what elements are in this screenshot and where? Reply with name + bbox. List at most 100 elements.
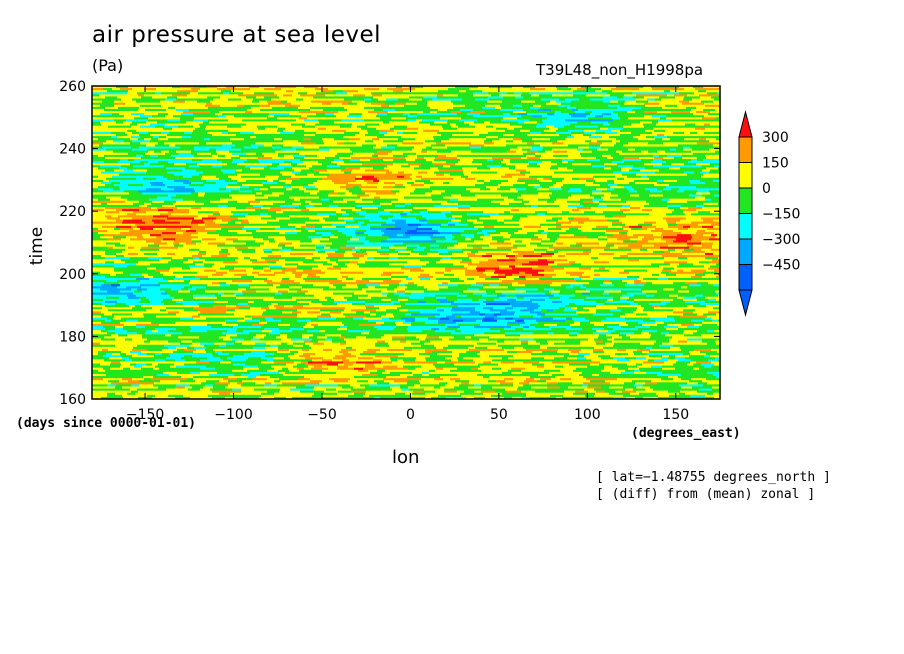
heat-cell [703,202,719,206]
heat-cell [712,244,721,248]
heat-cell [207,96,221,99]
heat-cell [526,169,533,172]
heat-cell [542,142,553,145]
heat-cell [683,209,697,212]
heat-cell [426,152,440,156]
heat-cell [600,121,609,124]
heat-cell [280,215,290,218]
heat-cell [328,184,339,187]
heat-cell [291,175,299,179]
heat-cell [394,94,409,97]
heat-cell [492,238,501,241]
heat-cell [279,102,292,106]
heat-cell [553,244,563,248]
heat-cell [189,108,204,112]
heat-cell [313,156,326,160]
heat-cell [644,221,657,225]
heat-cell [568,186,583,189]
heat-cell [328,177,341,181]
heat-cell [662,152,673,156]
heat-cell [497,240,505,243]
heat-cell [617,248,632,252]
heat-cell [269,173,283,177]
heat-cell [394,244,407,248]
heat-cell [586,88,602,91]
heat-cell [406,244,420,248]
heat-cell [407,198,420,202]
heat-cell [128,152,137,156]
heat-cell [273,142,287,145]
heat-cell [139,106,146,110]
heat-cell [555,136,568,139]
heat-cell [543,140,558,143]
heat-cell [661,171,677,175]
heat-cell [572,163,585,166]
heat-cell [230,138,245,141]
heat-cell [415,90,428,93]
heat-cell [459,188,467,191]
heat-cell [495,244,505,248]
heat-cell [590,194,605,197]
heat-cell [514,144,526,147]
heat-cell [112,113,120,116]
heat-cell [341,88,350,91]
heat-cell [592,192,603,195]
heat-cell [202,244,209,248]
heat-cell [397,175,405,179]
heat-cell [379,111,389,114]
heat-cell [376,115,383,118]
heat-cell [410,211,421,214]
heat-cell [362,163,374,166]
heat-cell [534,234,548,237]
heat-cell [355,207,363,210]
heat-cell [199,106,209,110]
heat-cell [594,213,603,216]
heat-cell [167,96,178,99]
heat-cell [486,129,500,133]
heat-cell [326,211,337,214]
heat-cell [214,161,223,164]
heat-cell [663,196,673,200]
heat-cell [106,140,114,143]
heat-cell [498,88,510,91]
heat-cell [286,238,298,241]
heat-cell [513,184,529,187]
heat-cell [224,225,231,229]
heat-cell [174,244,184,248]
heat-cell [118,200,126,204]
heat-cell [450,198,459,202]
heat-cell [186,163,198,166]
heat-cell [450,165,464,168]
heat-cell [603,123,611,127]
heat-cell [250,167,265,170]
heat-cell [682,156,692,160]
heat-cell [385,106,397,110]
heat-cell [426,159,435,162]
heat-cell [572,177,580,181]
heat-cell [319,146,334,149]
heat-cell [387,165,402,168]
heat-cell [350,242,365,245]
heat-cell [92,179,104,183]
heat-cell [337,198,344,202]
heat-cell [598,238,608,241]
heat-cell [199,257,208,260]
heat-cell [145,179,152,183]
heat-cell [177,186,186,189]
heat-cell [715,125,721,129]
heat-cell [531,173,544,177]
heat-cell [241,148,254,152]
heat-cell [541,98,550,102]
heat-cell [565,215,581,218]
heat-cell [497,227,512,231]
heat-cell [127,96,142,99]
heat-cell [493,202,501,206]
heat-cell [275,227,283,231]
heat-cell [700,171,710,175]
heat-cell [310,171,320,175]
heat-cell [114,154,130,158]
heat-cell [547,86,557,89]
heat-cell [129,229,137,233]
heat-cell [547,248,555,252]
heat-cell [663,179,678,183]
